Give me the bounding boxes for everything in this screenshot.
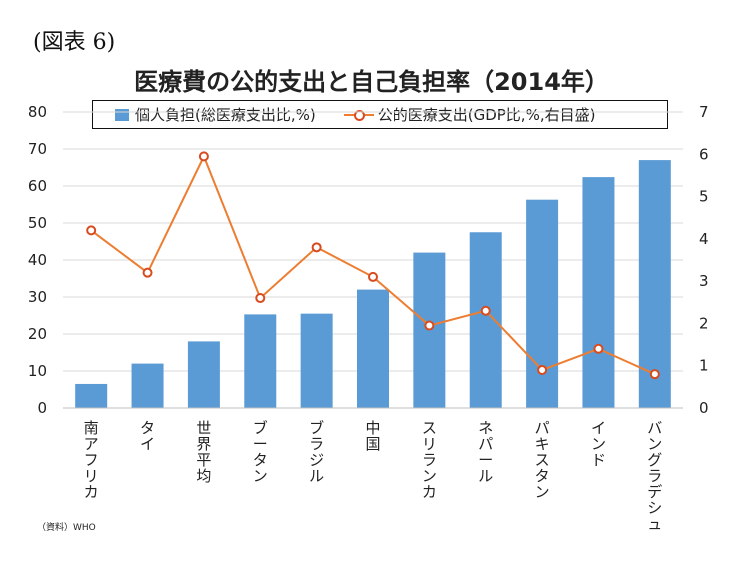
x-category-label: 中国 [365, 419, 380, 453]
y-left-tick-label: 80 [28, 103, 47, 121]
legend-line-swatch [343, 109, 374, 121]
line-point [86, 225, 97, 236]
y-left-tick-label: 10 [28, 362, 47, 380]
bar [638, 160, 671, 408]
legend-item-line: 公的医療支出(GDP比,%,右目盛) [316, 104, 596, 125]
legend-bar-label: 個人負担(総医療支出比,%) [135, 106, 316, 124]
line-point [537, 364, 548, 375]
bar [526, 199, 559, 408]
x-category-label: 南アフリカ [84, 419, 99, 501]
x-category-label: タイ [140, 419, 155, 453]
y-right-tick-label: 7 [699, 103, 709, 121]
bar [244, 314, 277, 408]
y-left-tick-label: 60 [28, 177, 47, 195]
x-category-label: ブラジル [309, 419, 324, 485]
y-right-tick-label: 0 [699, 399, 709, 417]
line-point [198, 151, 209, 162]
line-point [255, 293, 266, 304]
line-point [311, 242, 322, 253]
figure-label: (図表 6) [33, 30, 116, 55]
x-category-label: ブータン [253, 419, 268, 485]
line-point [480, 305, 491, 316]
y-left-tick-label: 0 [37, 399, 47, 417]
line-point [424, 320, 435, 331]
y-right-tick-label: 1 [699, 357, 709, 375]
y-right-tick-label: 4 [699, 230, 709, 248]
bar [131, 363, 164, 408]
y-left-tick-label: 40 [28, 251, 47, 269]
x-category-label: ネパール [478, 419, 493, 485]
bar [357, 289, 389, 408]
x-category-label: スリランカ [422, 419, 437, 501]
y-right-tick-label: 5 [699, 188, 709, 206]
x-category-label: インド [591, 419, 606, 469]
bar [187, 341, 220, 408]
line-point [368, 271, 378, 282]
y-right-tick-label: 2 [699, 314, 709, 332]
line-point [593, 343, 604, 354]
y-right-tick-label: 3 [699, 272, 709, 290]
x-category-label: 世界平均 [196, 419, 211, 485]
y-left-tick-label: 50 [28, 214, 47, 232]
legend-line-label: 公的医療支出(GDP比,%,右目盛) [377, 106, 596, 124]
legend: 個人負担(総医療支出比,%) 公的医療支出(GDP比,%,右目盛) [92, 100, 668, 129]
y-left-tick-label: 70 [28, 140, 47, 158]
y-left-tick-label: 30 [28, 288, 47, 306]
bar [75, 383, 108, 408]
line-point [142, 267, 153, 278]
line-point [649, 369, 660, 380]
bar [469, 232, 502, 408]
bar [582, 177, 615, 408]
x-category-label: パキスタン [535, 419, 550, 501]
y-left-tick-label: 20 [28, 325, 47, 343]
y-right-tick-label: 6 [699, 145, 709, 163]
bar [300, 313, 333, 408]
chart-title: 医療費の公的支出と自己負担率（2014年） [134, 68, 609, 96]
source-note: （資料）WHO [37, 523, 96, 533]
x-category-label: バングラデシュ [647, 419, 662, 533]
